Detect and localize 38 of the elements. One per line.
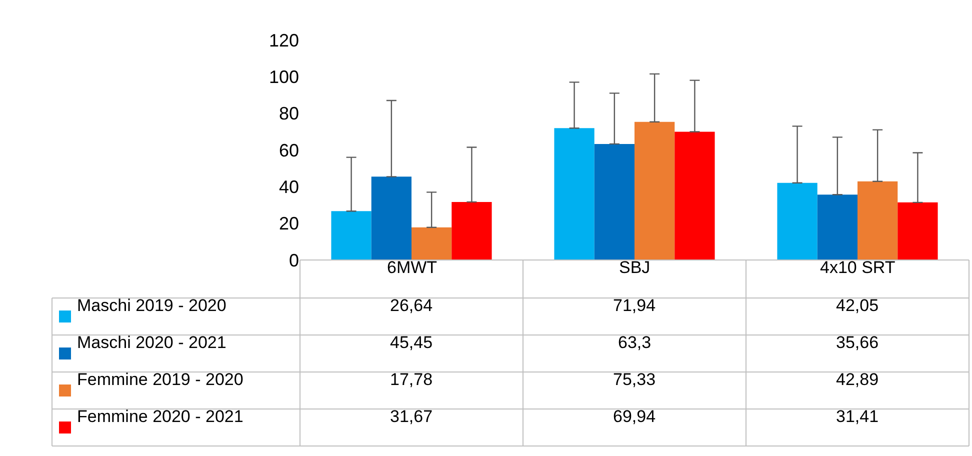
y-tick-label: 0 xyxy=(288,250,299,270)
x-tick-label: 4x10 SRT xyxy=(820,258,896,277)
data-label: 31,41 xyxy=(836,407,879,426)
bar xyxy=(674,132,715,260)
legend-label: Femmine 2020 - 2021 xyxy=(77,407,244,426)
data-label: 31,67 xyxy=(390,407,433,426)
x-tick-label: 6MWT xyxy=(387,258,438,277)
bar xyxy=(412,227,452,260)
y-tick-label: 40 xyxy=(278,176,299,197)
data-label: 69,94 xyxy=(613,407,656,426)
data-label: 35,66 xyxy=(836,333,879,352)
data-label: 63,3 xyxy=(618,333,652,352)
data-label: 26,64 xyxy=(390,296,433,315)
y-tick-label: 60 xyxy=(278,140,299,160)
bar xyxy=(817,194,858,260)
y-tick-label: 20 xyxy=(278,214,299,234)
bar xyxy=(371,176,412,260)
bar xyxy=(554,128,594,260)
bar xyxy=(452,202,492,260)
bar xyxy=(594,144,634,260)
y-tick-label: 80 xyxy=(278,104,299,124)
legend-label: Maschi 2020 - 2021 xyxy=(77,333,226,352)
data-label: 75,33 xyxy=(613,370,656,389)
y-tick-label: 100 xyxy=(268,66,299,87)
x-tick-label: SBJ xyxy=(619,258,650,277)
data-label: 17,78 xyxy=(390,370,433,389)
bar xyxy=(898,202,938,260)
data-label: 45,45 xyxy=(390,333,433,352)
y-tick-label: 120 xyxy=(268,30,299,50)
legend-label: Maschi 2019 - 2020 xyxy=(77,296,226,315)
bar xyxy=(634,122,675,260)
data-label: 71,94 xyxy=(613,296,656,315)
bar xyxy=(777,182,818,260)
data-label: 42,05 xyxy=(836,296,879,315)
bar xyxy=(858,181,898,260)
legend-label: Femmine 2019 - 2020 xyxy=(77,370,244,389)
bar xyxy=(331,211,372,260)
data-label: 42,89 xyxy=(836,370,879,389)
